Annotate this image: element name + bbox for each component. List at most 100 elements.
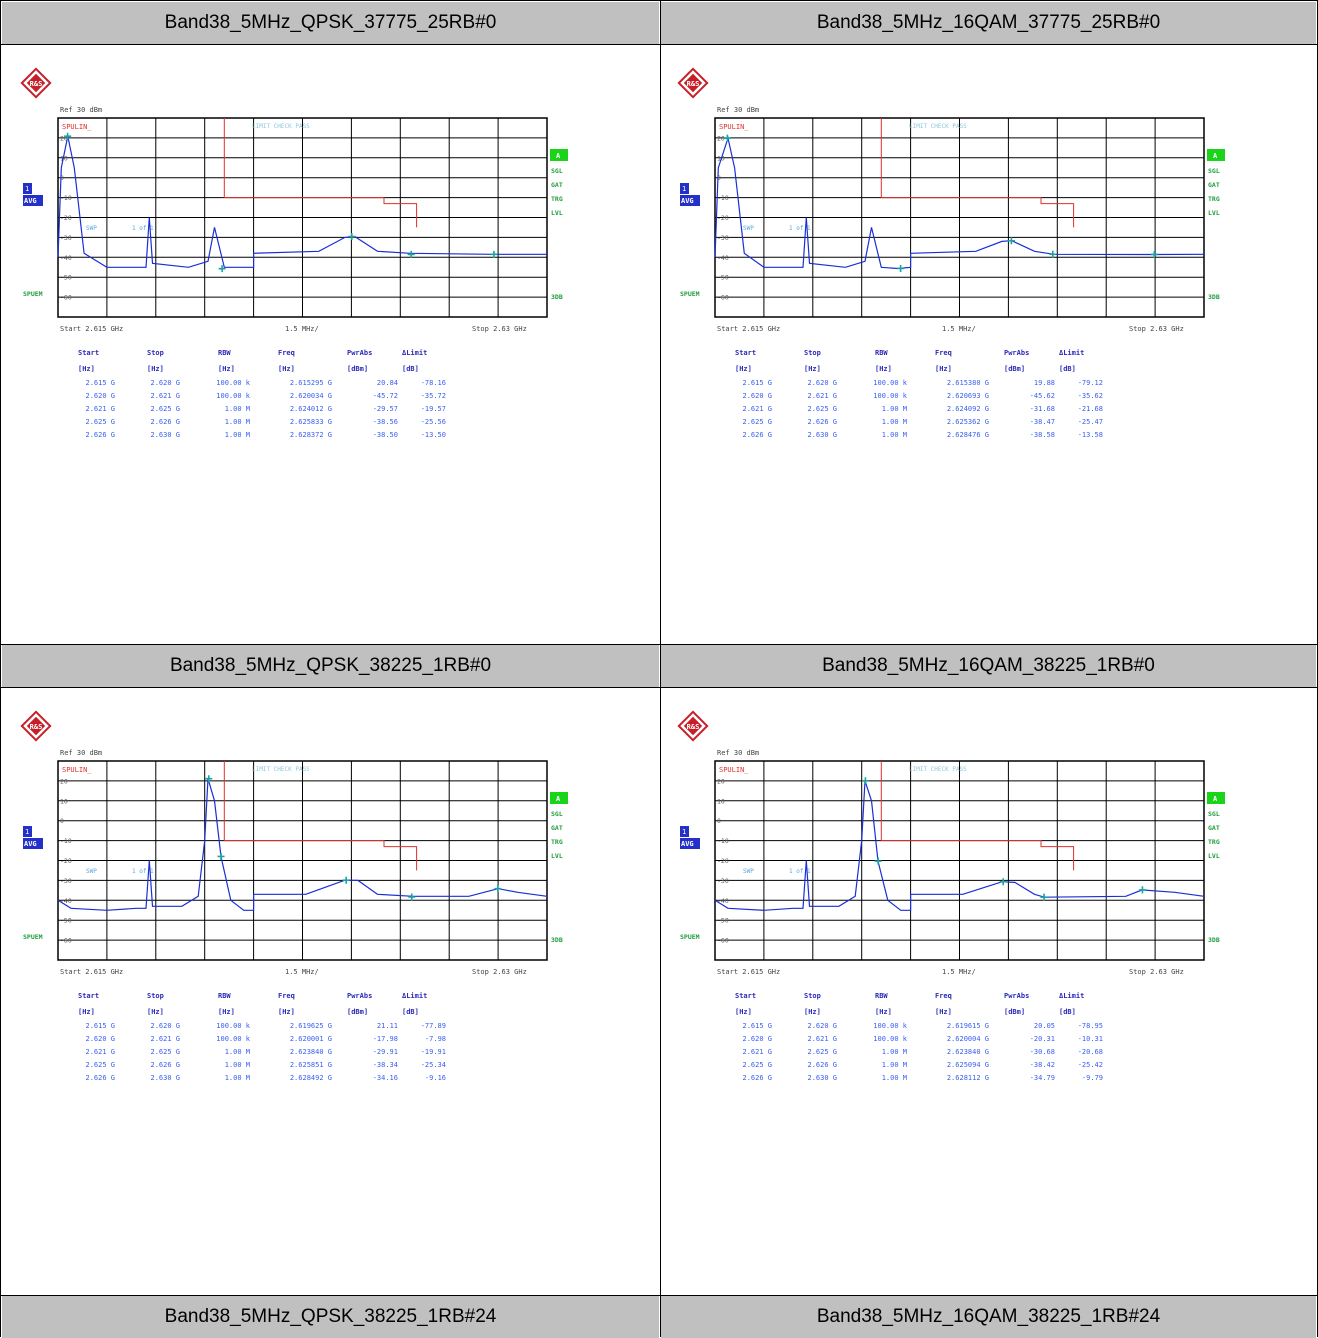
span-per-div: 1.5 MHz/	[285, 325, 319, 333]
table-unit: [Hz]	[278, 1008, 295, 1016]
table-cell: 2.628372 G	[290, 431, 332, 439]
limit-check-label: LIMIT CHECK PASS	[909, 766, 967, 773]
side-label: GAT	[551, 181, 563, 189]
table-cell: 2.630 G	[807, 1074, 837, 1082]
table-unit: [dB]	[1059, 365, 1076, 373]
table-header: Start	[78, 992, 99, 1000]
y-tick-label: -10	[60, 837, 72, 845]
table-unit: [Hz]	[78, 365, 95, 373]
table-cell: -78.95	[1078, 1022, 1103, 1030]
table-cell: -21.68	[1078, 405, 1103, 413]
table-cell: 2.621 G	[742, 405, 772, 413]
table-cell: 100.00 k	[873, 379, 908, 387]
table-cell: -20.68	[1078, 1048, 1103, 1056]
table-header: PwrAbs	[347, 992, 372, 1000]
table-unit: [Hz]	[804, 365, 821, 373]
table-unit: [Hz]	[78, 1008, 95, 1016]
table-header: Freq	[278, 349, 295, 357]
table-cell: 2.615 G	[742, 379, 772, 387]
y-tick-label: 10	[60, 154, 68, 162]
side-label: TRG	[1208, 195, 1220, 203]
trace-mode: AVG	[24, 840, 37, 848]
peak-marker	[999, 878, 1007, 886]
table-header: PwrAbs	[1004, 349, 1029, 357]
y-tick-label: -10	[60, 194, 72, 202]
ref-level: Ref 30 dBm	[717, 749, 759, 757]
table-cell: 2.625 G	[807, 1048, 837, 1056]
side-label: TRG	[1208, 838, 1220, 846]
table-cell: 21.11	[377, 1022, 398, 1030]
table-cell: -10.31	[1078, 1035, 1103, 1043]
table-cell: 2.625 G	[85, 418, 115, 426]
trace-line	[714, 135, 1205, 270]
table-unit: [Hz]	[735, 365, 752, 373]
peak-marker	[408, 893, 416, 901]
status-a: A	[556, 152, 561, 160]
y-tick-label: -60	[717, 937, 729, 945]
table-cell: 100.00 k	[216, 379, 251, 387]
table-cell: 2.623840 G	[290, 1048, 332, 1056]
logo-inner	[26, 73, 46, 93]
table-header: Start	[78, 349, 99, 357]
table-cell: -79.12	[1078, 379, 1103, 387]
trace-mode-badge	[680, 838, 700, 849]
rs-logo	[20, 710, 52, 742]
y-tick-label: -20	[60, 857, 72, 865]
limit-line-label: SPULIN_	[62, 766, 92, 774]
ref-level: Ref 30 dBm	[60, 749, 102, 757]
table-cell: 2.620 G	[807, 1022, 837, 1030]
table-unit: [dBm]	[1004, 365, 1025, 373]
table-unit: [dBm]	[347, 1008, 368, 1016]
side-label: TRG	[551, 838, 563, 846]
table-header: RBW	[875, 349, 888, 357]
trace-number-badge	[680, 826, 689, 837]
table-header: Stop	[804, 992, 821, 1000]
table-cell: 2.625 G	[150, 405, 180, 413]
table-cell: 2.615380 G	[947, 379, 989, 387]
spur-label: SPUEM	[680, 933, 700, 941]
db-label: 3DB	[551, 936, 563, 944]
peak-marker	[342, 876, 350, 884]
table-cell: 2.625851 G	[290, 1061, 332, 1069]
status-a: A	[1213, 795, 1218, 803]
y-tick-label: 0	[717, 817, 721, 825]
table-cell: 1.00 M	[882, 1074, 907, 1082]
table-cell: -45.72	[373, 392, 398, 400]
table-cell: 2.620 G	[85, 1035, 115, 1043]
side-label: SGL	[551, 810, 563, 818]
table-unit: [dB]	[1059, 1008, 1076, 1016]
panel-title: Band38_5MHz_QPSK_37775_25RB#0	[2, 2, 659, 44]
y-tick-label: 0	[717, 174, 721, 182]
limit-line-label: SPULIN_	[719, 123, 749, 131]
table-cell: 2.626 G	[742, 1074, 772, 1082]
table-cell: 1.00 M	[882, 418, 907, 426]
table-cell: 2.621 G	[150, 392, 180, 400]
table-cell: -38.58	[1030, 431, 1055, 439]
table-cell: 2.625 G	[742, 418, 772, 426]
table-cell: 2.625362 G	[947, 418, 989, 426]
table-cell: 100.00 k	[873, 392, 908, 400]
side-label: SGL	[1208, 167, 1220, 175]
trace-mode: AVG	[24, 197, 37, 205]
stop-freq: Stop 2.63 GHz	[472, 325, 527, 333]
y-tick-label: -60	[60, 937, 72, 945]
y-tick-label: 10	[717, 797, 725, 805]
trace-line	[57, 778, 548, 911]
table-cell: 2.615295 G	[290, 379, 332, 387]
table-cell: 2.621 G	[807, 392, 837, 400]
span-per-div: 1.5 MHz/	[285, 968, 319, 976]
table-cell: 2.621 G	[150, 1035, 180, 1043]
table-cell: 2.625094 G	[947, 1061, 989, 1069]
table-cell: 2.620 G	[807, 379, 837, 387]
db-label: 3DB	[1208, 936, 1220, 944]
y-tick-label: -50	[60, 274, 72, 282]
logo-text: R&S	[687, 723, 700, 731]
table-cell: -31.68	[1030, 405, 1055, 413]
table-header: PwrAbs	[1004, 992, 1029, 1000]
table-cell: 2.630 G	[150, 1074, 180, 1082]
table-header: Freq	[935, 349, 952, 357]
status-badge	[550, 149, 568, 161]
y-tick-label: 20	[717, 134, 725, 142]
table-unit: [dB]	[402, 365, 419, 373]
